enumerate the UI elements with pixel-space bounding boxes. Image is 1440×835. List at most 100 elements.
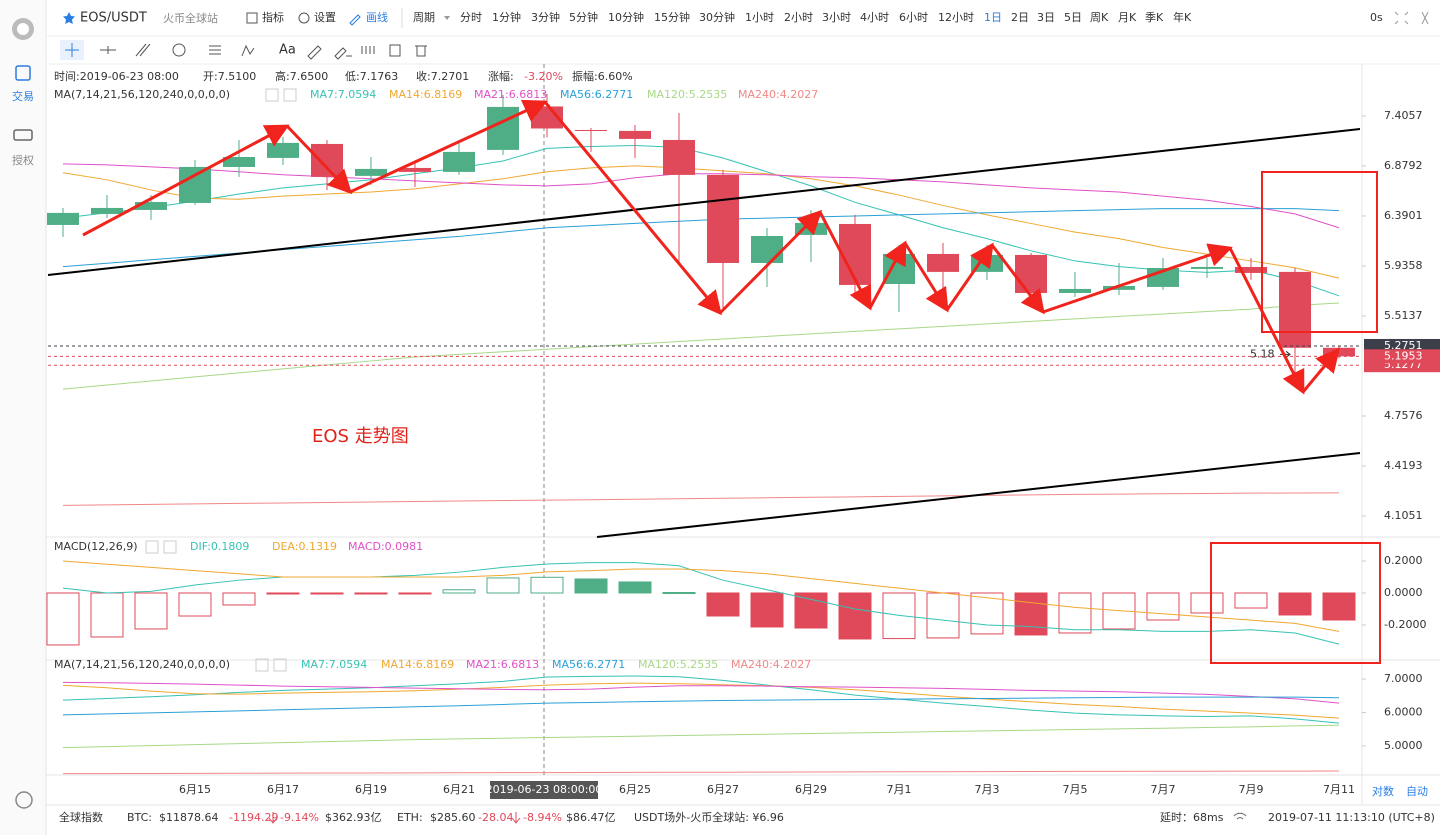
period-button[interactable]: 月K [1118, 11, 1137, 24]
period-button[interactable]: 10分钟 [608, 10, 644, 24]
fib-tool[interactable] [209, 45, 221, 55]
legend-icon[interactable] [145, 540, 159, 554]
macd-bar [90, 592, 124, 638]
favorite-star[interactable] [63, 12, 75, 24]
period-button[interactable]: 12小时 [938, 11, 974, 24]
axis-mode[interactable]: 对数 [1372, 784, 1394, 798]
y-tick-label: 6.0000 [1384, 705, 1423, 718]
auth-icon[interactable] [13, 129, 33, 141]
pattern-tool[interactable] [241, 44, 255, 57]
arrow [82, 124, 290, 237]
macd-bar [1322, 592, 1356, 621]
fullscreen-icon[interactable] [1394, 11, 1409, 25]
x-tick-label: 6月19 [355, 783, 387, 796]
lock-tool[interactable] [389, 44, 401, 57]
period-button[interactable]: 5分钟 [569, 10, 598, 24]
y-tick-label: 4.4193 [1384, 459, 1423, 472]
price-tag-label: 5.2751 [1384, 339, 1423, 352]
ma-line [62, 302, 1340, 390]
macd-bar [178, 592, 212, 617]
axis-mode[interactable]: 自动 [1406, 785, 1428, 798]
period-label[interactable]: 周期 [413, 11, 435, 24]
candle-body [487, 106, 519, 150]
sidebar-item[interactable]: 交易 [12, 89, 34, 103]
period-button[interactable]: 3分钟 [531, 10, 560, 24]
highlight-box [1261, 171, 1378, 333]
candle-body [839, 223, 871, 285]
period-button[interactable]: 年K [1173, 10, 1192, 24]
ma-line [62, 681, 1340, 704]
period-button[interactable]: 1日 [984, 11, 1002, 24]
text-tool[interactable]: Aa [279, 43, 296, 58]
ruler-tool[interactable] [307, 45, 322, 60]
x-tick-label: 6月15 [179, 783, 211, 796]
candle-body [223, 156, 255, 167]
brush-tool[interactable] [334, 47, 352, 60]
close-icon[interactable] [1421, 11, 1429, 25]
x-tick-label: 7月1 [887, 783, 912, 796]
period-button[interactable]: 周K [1090, 11, 1109, 24]
y-tick-label: 0.0000 [1384, 586, 1423, 599]
period-button[interactable]: 2日 [1011, 11, 1029, 24]
period-button[interactable]: 1小时 [745, 11, 774, 24]
crosshair-tool[interactable] [65, 43, 79, 57]
ma-line [62, 163, 1340, 229]
macd-bar [310, 592, 344, 595]
legend-entry: MA21:6.6813 [474, 88, 547, 101]
legend-icon[interactable] [265, 88, 279, 102]
candle-body [443, 151, 475, 172]
period-button[interactable]: 6小时 [899, 11, 928, 24]
period-button[interactable]: 15分钟 [654, 10, 690, 24]
info-change-label: 涨幅: [488, 70, 514, 83]
period-button[interactable]: 3小时 [822, 11, 851, 24]
refresh: 0s [1370, 11, 1383, 24]
candle-body [619, 130, 651, 139]
hline-tool[interactable] [100, 46, 116, 54]
settings-icon[interactable] [15, 791, 33, 809]
shape-tool[interactable] [172, 43, 186, 57]
legend-icon[interactable] [163, 540, 177, 554]
magnet-tool[interactable] [361, 46, 375, 54]
tool-button[interactable]: 设置 [314, 11, 336, 24]
legend-icon[interactable] [273, 658, 287, 672]
x-tick-label: 6月25 [619, 783, 651, 796]
legend-title: MA(7,14,21,56,120,240,0,0,0,0) [54, 658, 230, 671]
period-button[interactable]: 分时 [460, 11, 482, 24]
tool-button[interactable]: 指标 [262, 10, 284, 24]
y-tick-label: 6.3901 [1384, 209, 1423, 222]
indicator-icon[interactable] [246, 12, 258, 24]
delete-tool[interactable] [415, 45, 427, 57]
candle-body [1191, 266, 1223, 269]
period-button[interactable]: 季K [1145, 11, 1164, 24]
macd-bar [794, 592, 828, 629]
period-button[interactable]: 5日 [1064, 11, 1082, 24]
draw-icon[interactable] [349, 14, 361, 26]
period-button[interactable]: 4小时 [860, 11, 889, 24]
settings-icon[interactable] [298, 12, 310, 24]
period-button[interactable]: 3日 [1037, 11, 1055, 24]
candle-body [1015, 254, 1047, 293]
btc-change: -1194.29 [229, 811, 278, 824]
candle-body [267, 142, 299, 158]
period-button[interactable]: 30分钟 [699, 10, 735, 24]
legend-title: MA(7,14,21,56,120,240,0,0,0,0) [54, 88, 230, 101]
macd-bar [46, 592, 80, 646]
macd-bar [442, 589, 476, 594]
candle-body [1323, 347, 1355, 357]
down-arrow [511, 812, 521, 824]
candle-body [311, 143, 343, 177]
x-tick-label: 6月17 [267, 783, 299, 796]
btc-change-pct: -9.14% [280, 811, 319, 824]
sidebar-item[interactable]: 授权 [12, 153, 34, 167]
macd-bar [530, 576, 564, 594]
low-label: 5.18 [1250, 347, 1275, 360]
period-button[interactable]: 2小时 [784, 11, 813, 24]
period-button[interactable]: 1分钟 [492, 10, 521, 24]
tool-button[interactable]: 画线 [366, 10, 388, 24]
trade-icon[interactable] [15, 65, 31, 81]
legend-icon[interactable] [283, 88, 297, 102]
legend-entry: MA120:5.2535 [638, 658, 718, 671]
channel-tool[interactable] [135, 43, 151, 57]
legend-icon[interactable] [255, 658, 269, 672]
btc-name: BTC: [127, 811, 152, 824]
